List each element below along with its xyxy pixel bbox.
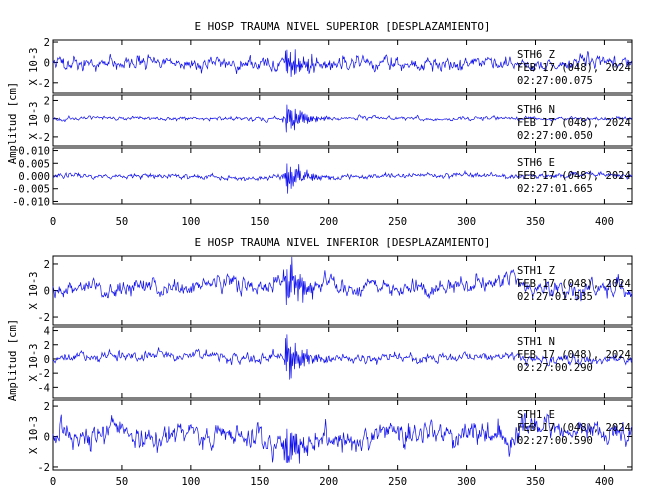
y-tick-label: -2	[37, 368, 50, 380]
time-label: 02:27:01.665	[517, 183, 593, 195]
chart-title: E HOSP TRAUMA NIVEL SUPERIOR [DESPLAZAMI…	[195, 21, 491, 33]
x-tick-label: 250	[388, 216, 407, 228]
date-label: FEB 17 (048), 2024	[517, 117, 631, 129]
date-label: FEB 17 (048), 2024	[517, 422, 631, 434]
x-tick-label: 50	[116, 216, 129, 228]
y-axis-label: Amplitud [cm]	[7, 82, 19, 164]
station-label: STH6 N	[517, 104, 555, 116]
seismic-trace	[52, 334, 633, 380]
y-tick-label: -2	[37, 132, 50, 144]
x-tick-label: 300	[457, 476, 476, 488]
panel-frame	[52, 326, 633, 399]
y-tick-label: -2	[37, 312, 50, 324]
x-tick-label: 100	[181, 216, 200, 228]
x-tick-label: 200	[319, 216, 338, 228]
scale-label: X 10-3	[28, 344, 40, 382]
chart-title: E HOSP TRAUMA NIVEL INFERIOR [DESPLAZAMI…	[195, 237, 491, 249]
seismic-trace	[52, 49, 633, 77]
scale-label: X 10-3	[28, 416, 40, 454]
x-tick-label: 350	[526, 216, 545, 228]
panel-frame	[52, 39, 633, 94]
y-tick-label: -4	[37, 382, 50, 394]
seismic-trace	[52, 256, 633, 306]
x-tick-label: 150	[250, 476, 269, 488]
panel-frame	[52, 94, 633, 147]
station-label: STH6 Z	[517, 49, 555, 61]
scale-label: X 10-3	[28, 102, 40, 140]
x-tick-label: 250	[388, 476, 407, 488]
y-axis-label: Amplitud [cm]	[7, 319, 19, 401]
scale-label: X 10-3	[28, 48, 40, 86]
y-tick-label: 2	[44, 340, 50, 352]
x-tick-label: 0	[50, 216, 56, 228]
y-tick-label: 0	[44, 114, 50, 126]
y-tick-label: 0.005	[18, 158, 50, 170]
x-tick-label: 400	[595, 476, 614, 488]
y-tick-label: -0.005	[12, 184, 50, 196]
y-tick-label: 0	[44, 354, 50, 366]
y-tick-label: 0.000	[18, 171, 50, 183]
x-tick-label: 350	[526, 476, 545, 488]
y-tick-label: -2	[37, 78, 50, 90]
y-tick-label: -0.010	[12, 196, 50, 208]
date-label: FEB 17 (048), 2024	[517, 278, 631, 290]
x-tick-label: 300	[457, 216, 476, 228]
station-label: STH6 E	[517, 157, 555, 169]
station-label: STH1 N	[517, 336, 555, 348]
y-tick-label: 2	[44, 37, 50, 49]
time-label: 02:27:00.075	[517, 75, 593, 87]
x-tick-label: 150	[250, 216, 269, 228]
time-label: 02:27:00.050	[517, 130, 593, 142]
date-label: FEB 17 (048), 2024	[517, 170, 631, 182]
x-tick-label: 50	[116, 476, 129, 488]
station-label: STH1 Z	[517, 265, 555, 277]
station-label: STH1 E	[517, 409, 555, 421]
y-tick-label: 2	[44, 401, 50, 413]
y-tick-label: -2	[37, 462, 50, 474]
y-tick-label: 4	[44, 326, 50, 338]
seismic-trace	[52, 163, 633, 194]
date-label: FEB 17 (048), 2024	[517, 349, 631, 361]
x-tick-label: 200	[319, 476, 338, 488]
time-label: 02:27:01.535	[517, 291, 593, 303]
y-tick-label: 0	[44, 432, 50, 444]
x-tick-label: 400	[595, 216, 614, 228]
y-tick-label: 0	[44, 286, 50, 298]
time-label: 02:27:00.290	[517, 362, 593, 374]
x-tick-label: 100	[181, 476, 200, 488]
scale-label: X 10-3	[28, 272, 40, 310]
y-tick-label: 0	[44, 57, 50, 69]
x-tick-label: 0	[50, 476, 56, 488]
y-tick-label: 2	[44, 95, 50, 107]
date-label: FEB 17 (048), 2024	[517, 62, 631, 74]
seismic-trace	[52, 104, 633, 133]
y-tick-label: 0.010	[18, 146, 50, 158]
y-tick-label: 2	[44, 259, 50, 271]
seismic-trace	[52, 412, 633, 464]
time-label: 02:27:00.590	[517, 435, 593, 447]
